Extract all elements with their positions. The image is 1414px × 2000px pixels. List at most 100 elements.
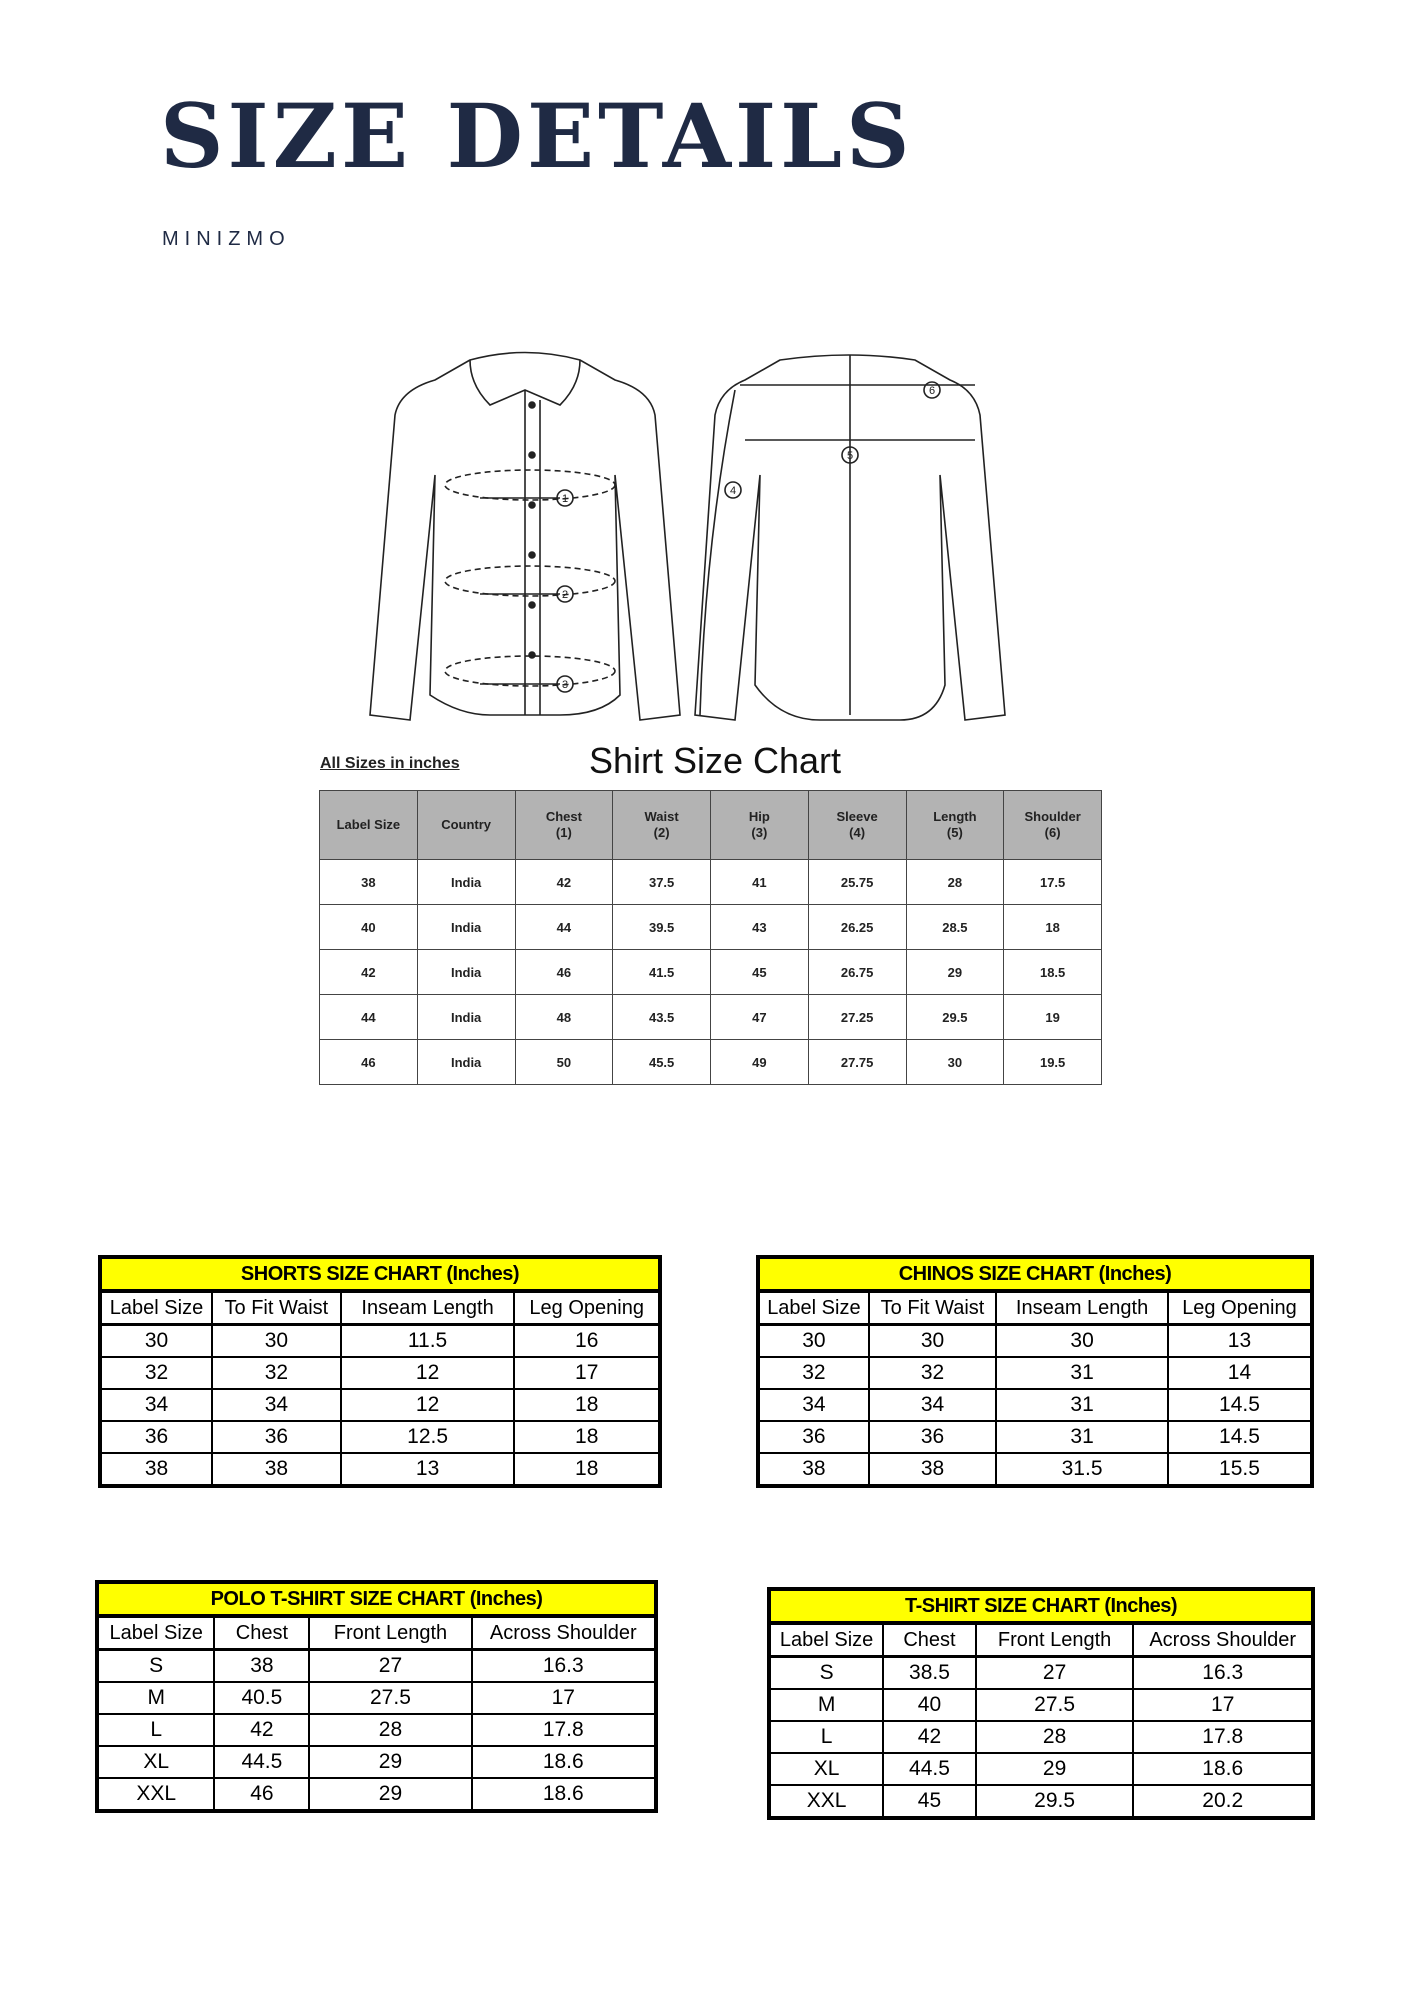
table-cell: 42 [319,949,418,995]
column-header: Waist (2) [612,790,711,860]
column-header: Across Shoulder [470,1615,657,1651]
table-cell: 34 [99,1388,213,1422]
column-header: Label Size [99,1290,213,1326]
table-row: XL 44.5 29 18.6 [95,1745,657,1779]
table-cell: 18 [1003,904,1102,950]
units-note: All Sizes in inches [320,755,460,772]
table-row: XL 44.5 29 18.6 [767,1752,1314,1786]
table-cell: 17.8 [470,1713,657,1747]
table-row: 30 30 11.5 16 [99,1323,661,1358]
table-cell: 17.5 [1003,859,1102,905]
table-cell: 32 [867,1356,998,1390]
table-cell: India [416,859,516,905]
table-cell: 44 [514,904,614,950]
column-header: Inseam Length [339,1290,516,1326]
column-header: Across Shoulder [1132,1622,1314,1658]
header-row: Label Size Chest Front Length Across Should… [767,1622,1314,1658]
table-cell: 28 [308,1713,473,1747]
table-cell: 27.25 [807,994,907,1040]
table-cell: 32 [211,1356,342,1390]
table-cell: 44.5 [882,1752,977,1786]
table-cell: 26.25 [807,904,907,950]
table-cell: 12 [339,1388,516,1422]
header-row: Label Size To Fit Waist Inseam Length Leg O… [99,1290,661,1326]
column-header: Label Size [757,1290,870,1326]
table-cell: 29 [905,949,1005,995]
marker-6: 6 [929,385,935,397]
shirt-measurement-diagram: 1 2 3 4 5 6 [369,351,1006,721]
table-cell: 31 [995,1356,1169,1390]
table-cell: 40 [319,904,418,950]
table-cell: 11.5 [339,1323,516,1358]
tshirt-size-table: T-SHIRT SIZE CHART (Inches) Label Size Che… [767,1587,1315,1820]
table-cell: 30 [867,1323,998,1358]
column-header: Chest [213,1615,311,1651]
table-cell: 34 [757,1388,870,1422]
table-cell: 15.5 [1166,1452,1314,1487]
marker-1: 1 [562,493,568,505]
column-header: Leg Opening [513,1290,661,1326]
table-cell: 12.5 [339,1420,516,1454]
column-header-marker: (6) [1044,825,1061,840]
table-cell: 19.5 [1003,1039,1102,1085]
column-header-label: Waist [644,809,679,825]
table-cell: 36 [867,1420,998,1454]
table-row: 30 30 30 13 [757,1323,1314,1358]
title-row: CHINOS SIZE CHART (Inches) [757,1256,1313,1293]
table-cell: India [416,949,516,995]
table-cell: 49 [710,1039,809,1085]
table-row: XXL 45 29.5 20.2 [767,1784,1314,1819]
column-header: Length (5) [905,790,1005,860]
table-cell: 27.75 [807,1039,907,1085]
table-cell: 40 [882,1688,977,1722]
table-cell: 29.5 [974,1784,1135,1819]
table-cell: 16.3 [470,1648,657,1683]
column-header-marker: (4) [849,825,866,840]
column-header-label: Label Size [336,817,401,833]
table-cell: 31 [995,1388,1169,1422]
table-cell: 28 [974,1720,1135,1754]
table-row: 38 38 13 18 [99,1452,661,1487]
table-cell: 20.2 [1132,1784,1314,1819]
table-title: SHORTS SIZE CHART (Inches) [99,1256,661,1293]
column-header: Label Size [319,790,418,860]
table-cell: 16.3 [1132,1655,1314,1690]
table-row: 46 India 50 45.5 49 27.75 30 19.5 [319,1039,1102,1085]
marker-5: 5 [847,450,853,462]
table-cell: 38 [867,1452,998,1487]
column-header: Chest [882,1622,977,1658]
column-header: Country [416,790,516,860]
table-cell: 42 [882,1720,977,1754]
table-cell: XL [95,1745,216,1779]
table-row: 32 32 31 14 [757,1356,1314,1390]
table-cell: India [416,1039,516,1085]
column-header: Shoulder (6) [1003,790,1102,860]
table-cell: 17 [470,1681,657,1715]
table-cell: India [416,994,516,1040]
column-header-label: Shoulder [1024,809,1081,825]
shirt-size-table: Label Size Country Chest (1) Waist (2) Hip (3) S… [319,790,1102,1085]
table-row: XXL 46 29 18.6 [95,1777,657,1812]
table-cell: S [95,1648,216,1683]
table-cell: 34 [867,1388,998,1422]
table-cell: 26.75 [807,949,907,995]
header-row: Label Size To Fit Waist Inseam Length Leg O… [757,1290,1314,1326]
table-cell: 32 [99,1356,213,1390]
table-cell: 38 [211,1452,342,1487]
table-cell: 46 [319,1039,418,1085]
polo-tshirt-size-table: POLO T-SHIRT SIZE CHART (Inches) Label Si… [95,1580,658,1813]
table-cell: 41 [710,859,809,905]
table-cell: 43.5 [612,994,711,1040]
table-cell: 14 [1166,1356,1314,1390]
table-cell: 43 [710,904,809,950]
table-cell: 14.5 [1166,1388,1314,1422]
page-title: SIZE DETAILS [160,84,914,188]
table-cell: 19 [1003,994,1102,1040]
table-cell: 30 [99,1323,213,1358]
table-row: 36 36 12.5 18 [99,1420,661,1454]
table-cell: 31.5 [995,1452,1169,1487]
column-header-marker: (1) [555,825,572,840]
table-cell: 29 [308,1745,473,1779]
column-header: Label Size [767,1622,885,1658]
table-cell: 45 [882,1784,977,1819]
